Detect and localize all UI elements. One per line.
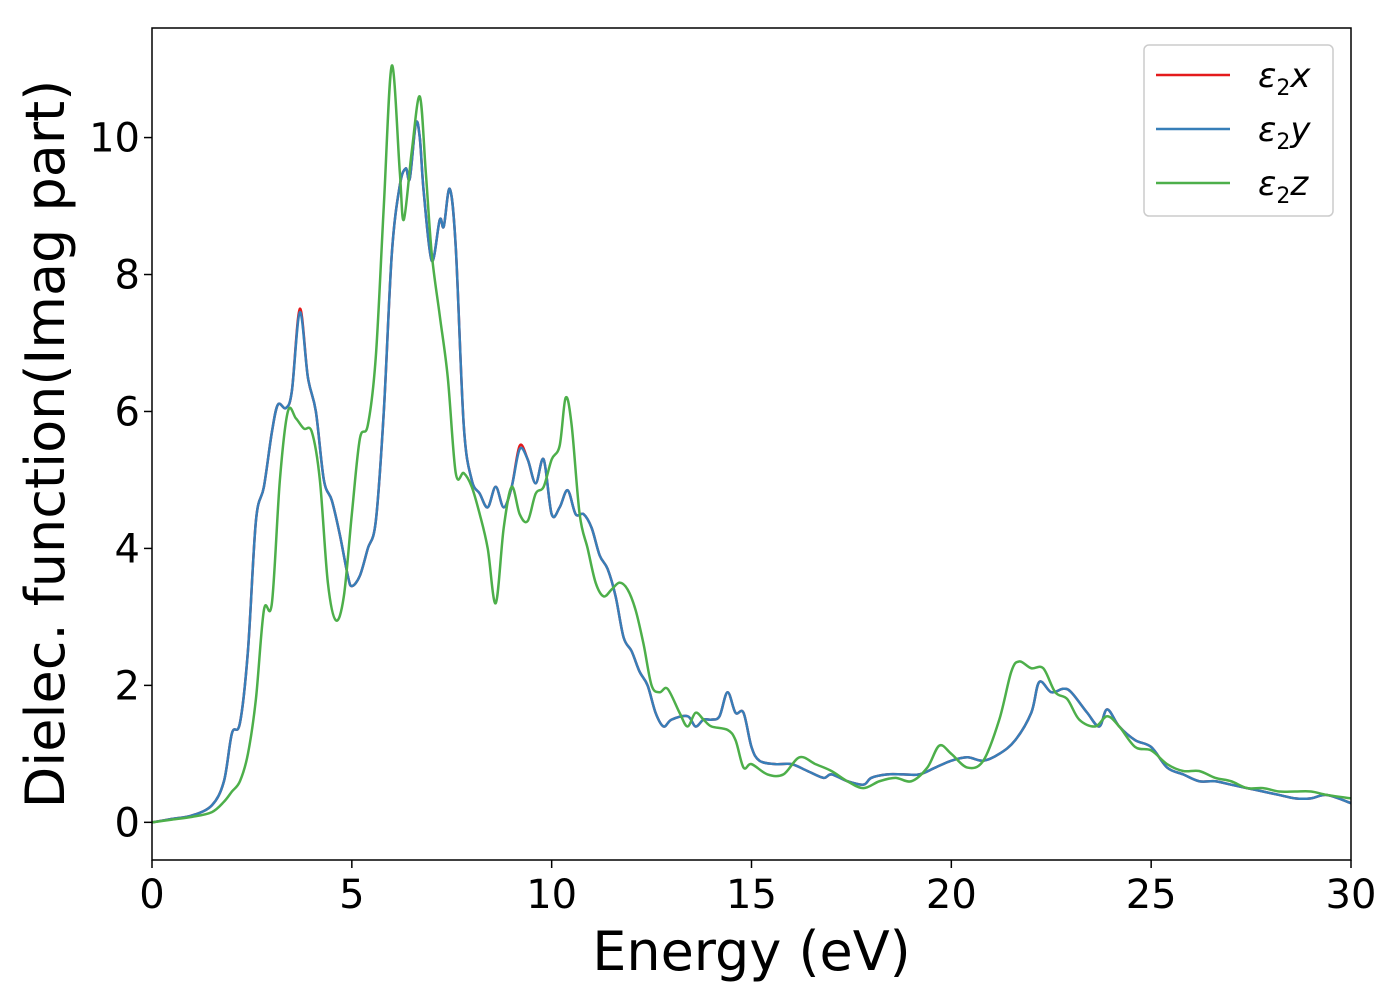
y-axis-ticks: 0 2 4 6 8 10 [89,116,152,846]
series-line-x [152,120,1351,824]
series-line-z [152,64,1351,824]
x-tick-label: 25 [1126,872,1177,918]
y-tick-label: 8 [115,253,140,299]
y-tick-label: 2 [115,663,140,709]
x-tick-label: 20 [926,872,977,918]
y-tick-label: 4 [115,526,140,572]
y-tick-label: 6 [115,389,140,435]
x-tick-label: 0 [139,872,164,918]
x-tick-label: 5 [339,872,364,918]
y-axis-label: Dielec. function(Imag part) [14,80,77,809]
series-layer [152,64,1351,824]
y-tick-label: 10 [89,116,140,162]
y-tick-label: 0 [115,800,140,846]
legend-entry-z: ε2z [1258,164,1309,209]
x-tick-label: 10 [526,872,577,918]
series-line-y [152,120,1351,824]
legend-box [1143,44,1334,217]
x-tick-label: 30 [1326,872,1377,918]
legend-entry-x: ε2x [1258,56,1311,101]
x-axis-ticks: 0 5 10 15 20 25 30 [139,860,1376,918]
x-axis-label: Energy (eV) [592,920,911,983]
legend: ε2x ε2y ε2z [1143,44,1334,217]
legend-entry-y: ε2y [1258,110,1311,155]
x-tick-label: 15 [726,872,777,918]
